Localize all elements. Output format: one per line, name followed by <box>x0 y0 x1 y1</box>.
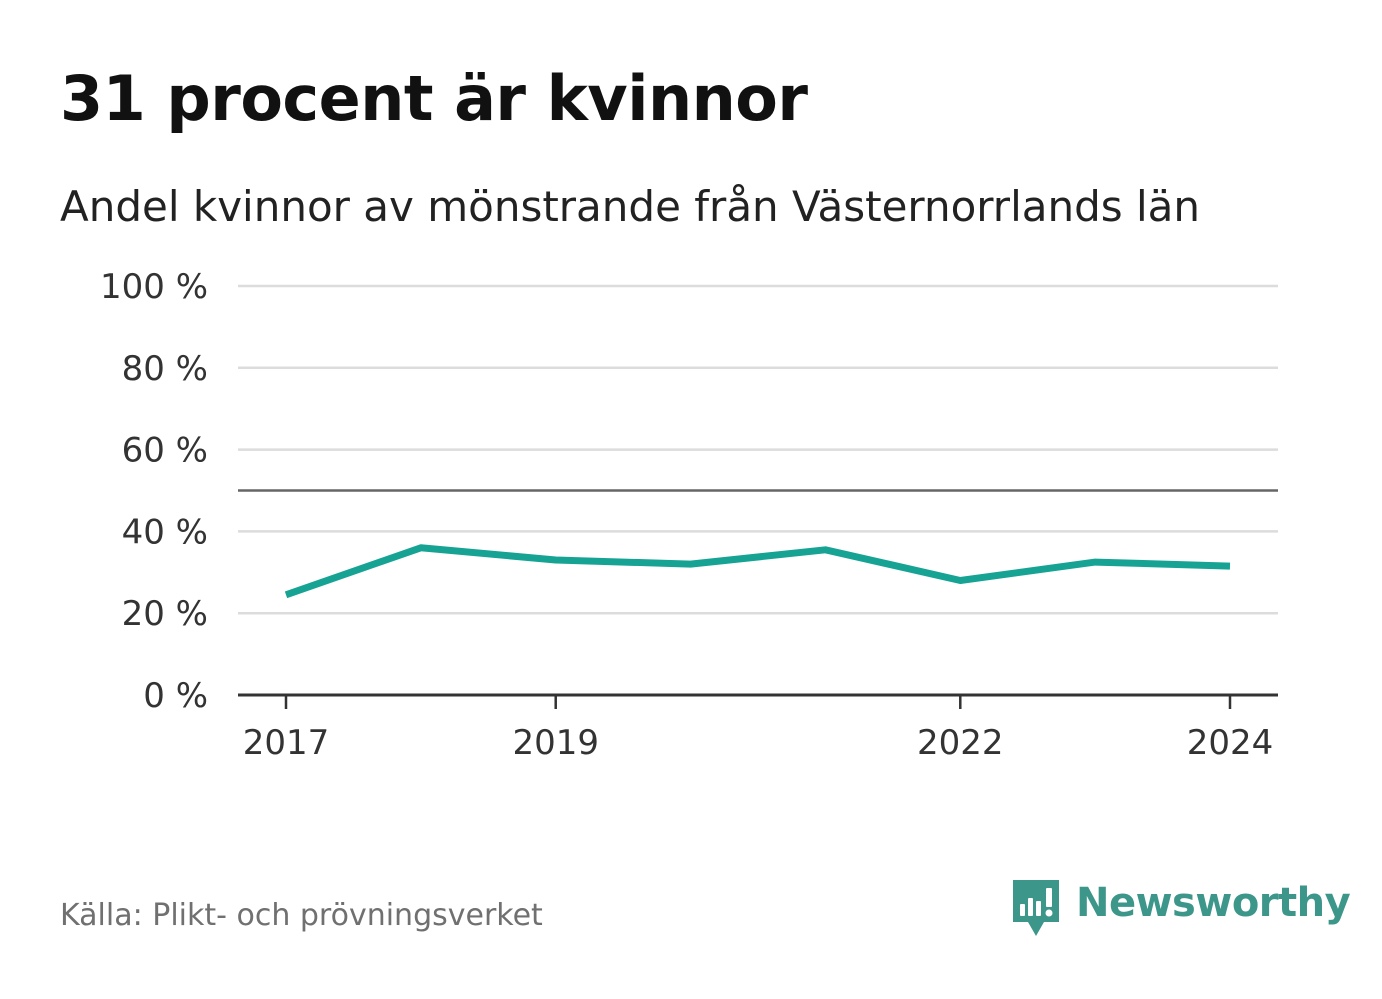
grid-lines <box>238 284 1278 615</box>
series-group <box>284 544 1231 599</box>
y-axis-tick-labels: 0 % 20 % 40 % 60 % 80 % 100 % <box>100 267 208 716</box>
chart-subtitle: Andel kvinnor av mönstrande från Västern… <box>60 182 1201 231</box>
x-tick-label: 2019 <box>512 723 599 763</box>
brand: Newsworthy <box>1010 878 1351 938</box>
x-tick-label: 2022 <box>917 723 1004 763</box>
y-tick-label: 60 % <box>122 431 208 471</box>
y-tick-label: 100 % <box>100 267 208 307</box>
x-tick-label: 2024 <box>1187 723 1274 763</box>
y-tick-label: 0 % <box>143 676 208 716</box>
y-tick-label: 20 % <box>122 594 208 634</box>
source-note: Källa: Plikt- och prövningsverket <box>60 898 543 933</box>
chart-title: 31 procent är kvinnor <box>60 62 808 135</box>
y-tick-label: 80 % <box>122 349 208 389</box>
y-tick-label: 40 % <box>122 512 208 552</box>
x-axis: 2017 2019 2022 2024 <box>238 693 1278 763</box>
brand-name: Newsworthy <box>1076 880 1351 926</box>
line-chart: 0 % 20 % 40 % 60 % 80 % 100 % 2017 2019 2022 202… <box>100 267 1278 763</box>
newsworthy-logo-icon <box>1013 880 1059 936</box>
series-line <box>284 544 1231 599</box>
x-tick-label: 2017 <box>243 723 330 763</box>
